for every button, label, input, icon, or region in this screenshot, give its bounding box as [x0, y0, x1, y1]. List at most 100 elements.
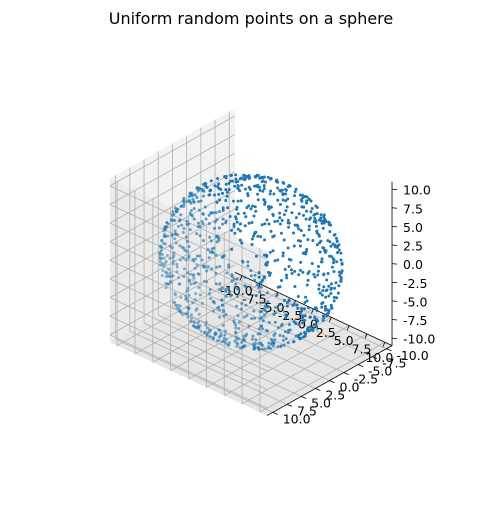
scatter-point — [322, 285, 326, 289]
scatter-point — [169, 218, 173, 222]
scatter-point — [203, 330, 207, 334]
scatter-point — [206, 265, 210, 269]
scatter-point — [187, 194, 191, 198]
scatter-point — [276, 180, 280, 184]
scatter-point — [320, 257, 324, 261]
scatter-point — [240, 340, 244, 344]
scatter-point — [260, 223, 264, 227]
scatter-point — [217, 182, 221, 186]
scatter-point — [217, 338, 221, 342]
scatter-point — [278, 303, 282, 307]
scatter-point — [301, 270, 305, 274]
scatter-point — [271, 249, 275, 253]
scatter-point — [172, 259, 176, 263]
scatter-point — [296, 306, 300, 310]
scatter-point — [306, 329, 310, 333]
grid-line — [115, 338, 273, 413]
scatter-point — [337, 270, 341, 274]
scatter-point — [242, 337, 246, 341]
scatter-point — [238, 189, 242, 193]
y-tick-label: 10.0 — [283, 411, 311, 426]
scatter-point — [236, 186, 240, 190]
scatter-point — [262, 184, 266, 188]
scatter-point — [234, 177, 238, 181]
scatter-point — [278, 216, 282, 220]
scatter-point — [221, 206, 225, 210]
scatter-point — [289, 268, 293, 272]
scatter-point — [231, 199, 235, 203]
scatter-point — [272, 192, 276, 196]
scatter-point — [205, 269, 209, 273]
scatter-point — [281, 180, 285, 184]
scatter-point — [300, 205, 304, 209]
y-tick-label: -2.5 — [354, 372, 378, 387]
scatter-point — [307, 306, 311, 310]
scatter-point — [241, 260, 245, 264]
scatter-point — [282, 298, 286, 302]
scatter-point — [326, 272, 330, 276]
scatter-point — [284, 313, 288, 317]
scatter-point — [317, 283, 321, 287]
scatter-point — [320, 305, 324, 309]
scatter-point — [261, 189, 265, 193]
scatter-point — [224, 199, 228, 203]
scatter-point — [324, 295, 328, 299]
scatter-point — [287, 225, 291, 229]
scatter-point — [195, 232, 199, 236]
scatter-point — [254, 209, 258, 213]
scatter-point — [183, 312, 187, 316]
scatter-point — [184, 297, 188, 301]
scatter-point — [281, 251, 285, 255]
scatter-point — [235, 344, 239, 348]
scatter-point — [324, 289, 328, 293]
scatter-point — [242, 315, 246, 319]
scatter-point — [207, 193, 211, 197]
scatter-point — [221, 308, 225, 312]
scatter-point — [261, 327, 265, 331]
scatter-point — [229, 174, 233, 178]
scatter-point — [294, 187, 298, 191]
scatter-point — [308, 315, 312, 319]
scatter-point — [197, 187, 201, 191]
scatter-point — [165, 282, 169, 286]
scatter-point — [285, 304, 289, 308]
scatter-point — [252, 234, 256, 238]
scatter-point — [308, 325, 312, 329]
scatter-point — [253, 316, 257, 320]
scatter-point — [257, 285, 261, 289]
y-tick — [329, 380, 335, 383]
scatter-point — [187, 307, 191, 311]
scatter-point — [175, 207, 179, 211]
scatter-point — [286, 218, 290, 222]
scatter-point — [297, 323, 301, 327]
z-tick — [391, 207, 398, 209]
scatter-point — [269, 342, 273, 346]
scatter-point — [185, 306, 189, 310]
z-tick — [391, 337, 398, 340]
scatter-point — [265, 305, 269, 309]
scatter-point — [193, 193, 197, 197]
scatter-point — [326, 239, 330, 243]
scatter-point — [321, 226, 325, 230]
scatter-point — [315, 243, 319, 247]
scatter-point — [314, 224, 318, 228]
scatter-point — [233, 285, 237, 289]
scatter-point — [278, 222, 282, 226]
scatter-point — [258, 290, 262, 294]
scatter-point — [189, 319, 193, 323]
grid-line — [129, 330, 288, 405]
scatter-point — [199, 329, 203, 333]
scatter-point — [285, 276, 289, 280]
scatter-point — [224, 329, 228, 333]
scatter-point — [273, 338, 277, 342]
scatter-point — [238, 320, 242, 324]
scatter-point — [332, 295, 336, 299]
scatter-point — [249, 269, 253, 273]
scatter-point — [262, 198, 266, 202]
scatter-point — [330, 265, 334, 269]
scatter-point — [237, 327, 241, 330]
scatter-point — [158, 260, 162, 264]
scatter-point — [186, 310, 190, 314]
scatter-point — [196, 326, 200, 330]
y-tick-label: 2.5 — [325, 388, 345, 403]
